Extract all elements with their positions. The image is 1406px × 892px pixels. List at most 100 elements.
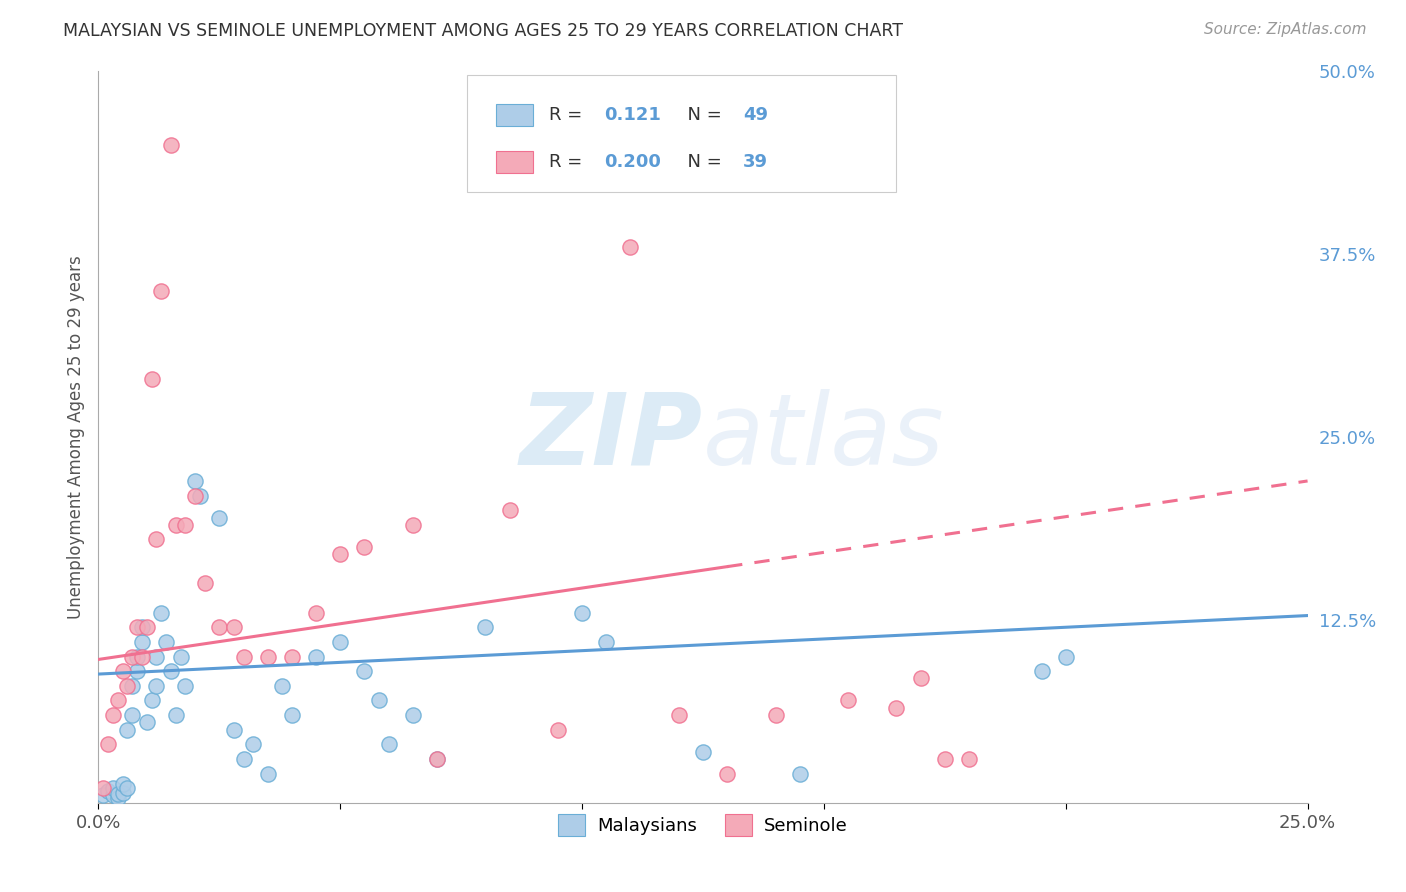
Text: N =: N = (676, 106, 728, 124)
Point (169, 649, 191, 664)
Point (145, 533, 167, 547)
Point (208, 510, 231, 524)
Text: 0.200: 0.200 (603, 153, 661, 171)
Point (232, 649, 254, 664)
Point (101, 708, 124, 723)
Point (232, 752, 254, 766)
Point (305, 606, 328, 620)
Point (402, 517, 425, 532)
Point (91, 789, 114, 803)
Point (377, 737, 399, 751)
Point (145, 679, 167, 693)
Point (111, 786, 134, 800)
Point (619, 240, 641, 254)
Point (692, 745, 714, 759)
Point (184, 474, 207, 488)
Point (934, 752, 956, 766)
Text: atlas: atlas (703, 389, 945, 485)
Text: N =: N = (676, 153, 728, 171)
Point (141, 371, 163, 385)
Point (547, 723, 569, 737)
Point (91, 781, 114, 796)
Point (117, 679, 139, 693)
Point (271, 679, 294, 693)
Legend: Malaysians, Seminole: Malaysians, Seminole (548, 805, 858, 845)
Point (474, 620, 496, 634)
Text: MALAYSIAN VS SEMINOLE UNEMPLOYMENT AMONG AGES 25 TO 29 YEARS CORRELATION CHART: MALAYSIAN VS SEMINOLE UNEMPLOYMENT AMONG… (63, 22, 903, 40)
Point (256, 766, 278, 780)
Point (329, 547, 352, 561)
FancyBboxPatch shape (467, 75, 897, 192)
Point (1031, 664, 1053, 678)
Point (305, 649, 328, 664)
Text: 49: 49 (742, 106, 768, 124)
Point (281, 649, 304, 664)
Point (353, 664, 375, 678)
Point (121, 679, 143, 693)
Y-axis label: Unemployment Among Ages 25 to 29 years: Unemployment Among Ages 25 to 29 years (66, 255, 84, 619)
Point (117, 723, 139, 737)
Point (121, 649, 143, 664)
Point (222, 723, 245, 737)
Point (353, 540, 375, 554)
Point (426, 752, 449, 766)
Text: R =: R = (550, 106, 595, 124)
Point (121, 708, 143, 723)
Point (155, 635, 177, 649)
Point (97, 737, 120, 751)
Point (765, 708, 787, 723)
Point (910, 672, 932, 686)
Point (368, 693, 391, 707)
Point (498, 503, 520, 517)
Point (127, 664, 149, 678)
Point (135, 620, 157, 634)
Point (716, 766, 738, 780)
Point (242, 737, 264, 751)
Point (127, 649, 149, 664)
Point (141, 693, 163, 707)
Point (1054, 649, 1077, 664)
Text: R =: R = (550, 153, 589, 171)
Point (174, 517, 197, 532)
Point (402, 708, 425, 723)
Text: 39: 39 (742, 153, 768, 171)
Point (107, 693, 129, 707)
Point (837, 693, 859, 707)
Point (957, 752, 980, 766)
Point (131, 635, 153, 649)
Point (111, 777, 134, 791)
Point (188, 489, 211, 503)
Point (101, 789, 124, 803)
Point (789, 766, 811, 780)
Point (426, 752, 449, 766)
Point (194, 576, 217, 591)
Point (101, 781, 124, 796)
Point (668, 708, 690, 723)
Point (208, 620, 231, 634)
Point (571, 606, 593, 620)
Point (145, 649, 167, 664)
Point (256, 649, 278, 664)
FancyBboxPatch shape (496, 104, 533, 126)
Point (150, 284, 173, 298)
Point (595, 635, 617, 649)
Point (135, 715, 157, 730)
Point (281, 708, 304, 723)
Point (165, 708, 187, 723)
Point (107, 787, 129, 801)
Point (150, 606, 173, 620)
Point (184, 489, 207, 503)
Point (222, 620, 245, 634)
Point (329, 635, 352, 649)
Text: Source: ZipAtlas.com: Source: ZipAtlas.com (1204, 22, 1367, 37)
Point (165, 517, 187, 532)
Point (97, 784, 120, 798)
Point (111, 664, 134, 678)
Point (127, 620, 149, 634)
Text: ZIP: ZIP (520, 389, 703, 485)
Point (174, 679, 197, 693)
Text: 0.121: 0.121 (603, 106, 661, 124)
Point (886, 700, 908, 714)
Point (160, 137, 183, 152)
Point (131, 649, 153, 664)
